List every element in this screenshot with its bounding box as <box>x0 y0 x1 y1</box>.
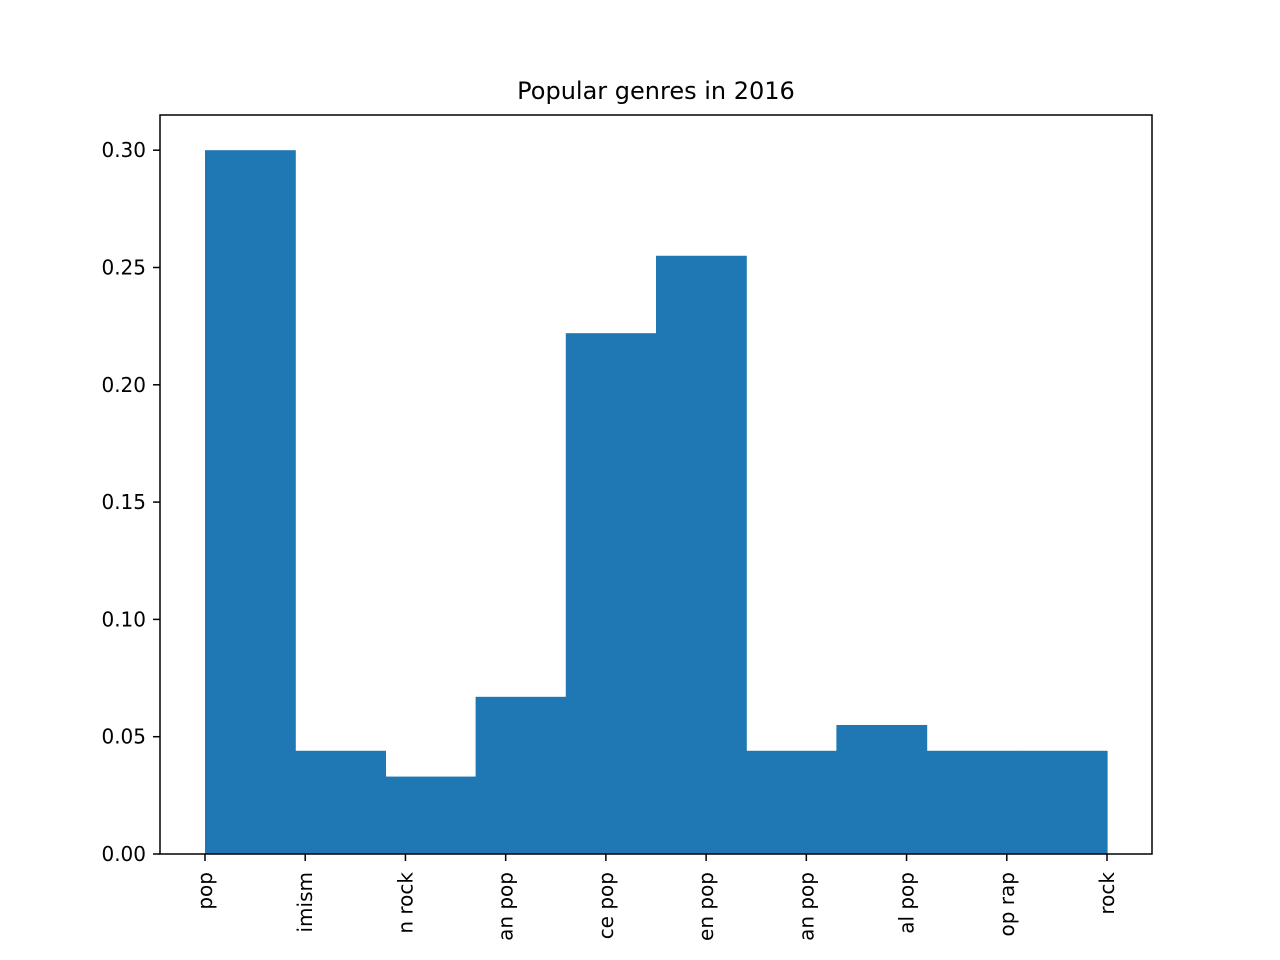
bar-8 <box>926 750 1018 854</box>
x-tick-label: imism <box>293 872 317 933</box>
x-tick-label: pop <box>193 872 217 910</box>
bar-4 <box>565 333 657 855</box>
bar-0 <box>205 150 296 854</box>
bar-9 <box>1016 750 1108 854</box>
y-tick-label: 0.00 <box>101 842 146 866</box>
x-tick-label: an pop <box>494 872 518 941</box>
x-tick-label: rock <box>1095 872 1119 915</box>
y-tick-label: 0.30 <box>101 138 146 162</box>
y-tick-label: 0.25 <box>101 255 146 279</box>
y-tick-label: 0.10 <box>101 607 146 631</box>
x-tick-label: en pop <box>694 872 718 941</box>
x-tick-label: ce pop <box>594 872 618 939</box>
bars-group <box>205 150 1108 855</box>
x-tick-label: al pop <box>895 872 919 934</box>
x-tick-label: an pop <box>794 872 818 941</box>
bar-2 <box>385 776 477 854</box>
plot-frame <box>159 114 1153 855</box>
bar-5 <box>656 255 747 854</box>
x-tick-label: op rap <box>995 872 1019 936</box>
bar-6 <box>746 750 837 854</box>
y-axis: 0.00 0.05 0.10 0.15 0.20 0.25 0.30 <box>101 138 160 866</box>
chart-title: Popular genres in 2016 <box>517 77 795 105</box>
x-tick-label: n rock <box>393 872 417 934</box>
bar-7 <box>836 724 928 854</box>
y-tick-label: 0.20 <box>101 373 146 397</box>
y-tick-label: 0.05 <box>101 725 146 749</box>
bar-1 <box>295 750 386 854</box>
x-axis: pop imism n rock an pop ce pop en pop an pop al… <box>193 854 1119 941</box>
bar-3 <box>475 696 567 854</box>
y-tick-label: 0.15 <box>101 490 146 514</box>
